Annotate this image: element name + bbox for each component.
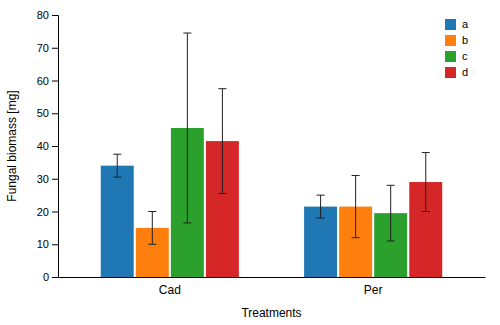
- y-tick-mark: [52, 146, 58, 147]
- y-tick-mark: [52, 113, 58, 114]
- y-tick-mark: [52, 179, 58, 180]
- y-tick: 80: [37, 9, 58, 21]
- legend-swatch: [445, 19, 456, 30]
- y-tick-label: 60: [37, 75, 49, 87]
- y-tick: 50: [37, 107, 58, 119]
- legend-item: b: [445, 34, 468, 46]
- y-tick-mark: [52, 277, 58, 278]
- y-tick: 60: [37, 75, 58, 87]
- y-tick: 70: [37, 42, 58, 54]
- y-tick-label: 30: [37, 173, 49, 185]
- y-tick: 20: [37, 206, 58, 218]
- x-axis-title: Treatments: [241, 306, 301, 320]
- legend: abcd: [445, 18, 469, 78]
- y-tick: 10: [37, 238, 58, 250]
- x-axis-line: [59, 277, 486, 278]
- error-bar: [352, 175, 360, 237]
- error-bar: [422, 153, 430, 212]
- y-tick-mark: [52, 244, 58, 245]
- y-axis-title: Fungal biomass [mg]: [5, 90, 19, 201]
- y-tick-label: 40: [37, 140, 49, 152]
- marks: [101, 33, 442, 277]
- error-bar: [183, 33, 191, 223]
- legend-label: d: [462, 66, 468, 78]
- y-axis: 0 10 20 30 40 50 60 70 80: [37, 9, 59, 283]
- error-bar: [148, 212, 156, 245]
- y-tick: 0: [43, 271, 58, 283]
- y-tick-mark: [52, 81, 58, 82]
- legend-label: c: [462, 50, 468, 62]
- plot: 0 10 20 30 40 50 60 70 80 Cad Per abcd: [37, 9, 486, 297]
- x-tick-label: Cad: [159, 283, 181, 297]
- y-tick-label: 10: [37, 238, 49, 250]
- legend-label: b: [462, 34, 468, 46]
- legend-swatch: [445, 67, 456, 78]
- legend-item: d: [445, 66, 468, 78]
- error-bar: [317, 195, 325, 218]
- y-tick: 30: [37, 173, 58, 185]
- y-tick-label: 0: [43, 271, 49, 283]
- y-tick-mark: [52, 48, 58, 49]
- legend-swatch: [445, 35, 456, 46]
- x-tick: Per: [364, 283, 383, 297]
- y-tick-label: 70: [37, 42, 49, 54]
- x-axis: Cad Per: [59, 278, 486, 297]
- y-tick: 40: [37, 140, 58, 152]
- y-tick-label: 80: [37, 9, 49, 21]
- series: [171, 33, 407, 277]
- bar: [101, 166, 134, 277]
- error-bar: [387, 185, 395, 241]
- legend-swatch: [445, 51, 456, 62]
- y-tick-mark: [52, 15, 58, 16]
- x-tick: Cad: [159, 283, 181, 297]
- y-tick-mark: [52, 212, 58, 213]
- y-tick-label: 20: [37, 206, 49, 218]
- x-tick-label: Per: [364, 283, 383, 297]
- legend-item: c: [445, 50, 468, 62]
- y-axis-line: [52, 16, 59, 278]
- chart: 0 10 20 30 40 50 60 70 80 Cad Per abcd Treatments Fun…: [0, 0, 500, 325]
- y-tick-label: 50: [37, 107, 49, 119]
- legend-item: a: [445, 18, 469, 30]
- error-bar: [113, 154, 121, 177]
- series: [206, 89, 442, 277]
- error-bar: [218, 89, 226, 194]
- legend-label: a: [462, 18, 469, 30]
